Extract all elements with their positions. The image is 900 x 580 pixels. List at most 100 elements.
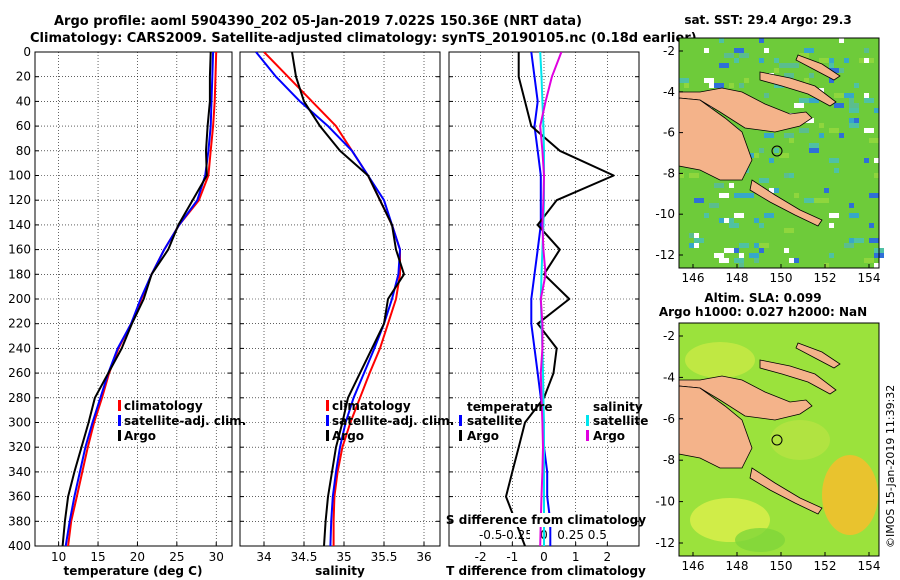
sst-pixel bbox=[829, 213, 839, 218]
sst-pixel bbox=[829, 58, 834, 63]
title-line-1: Argo profile: aoml 5904390_202 05-Jan-20… bbox=[54, 14, 582, 29]
sst-pixel bbox=[754, 218, 759, 223]
sst-landmass-islands bbox=[749, 179, 823, 227]
map-x-tick-label: 150 bbox=[770, 271, 793, 285]
sla-map-frame bbox=[678, 322, 880, 557]
sst-pixel bbox=[759, 38, 764, 43]
x-tick-label: 36 bbox=[416, 550, 431, 564]
legend-swatch-sal-argo bbox=[586, 430, 589, 441]
legend-label-temp-argo: Argo bbox=[467, 429, 499, 443]
sla-landmass-png-main bbox=[678, 385, 753, 469]
sst-pixel bbox=[829, 78, 834, 83]
sst-pixel bbox=[859, 58, 864, 63]
series-line-salinity-argo bbox=[539, 52, 563, 546]
legend-swatch-satellite-adj bbox=[118, 415, 121, 426]
temperature-tick-labels: 10 15 20 25 30 bbox=[51, 550, 224, 564]
sst-pixel bbox=[799, 98, 809, 103]
map-y-tick-label: -12 bbox=[655, 536, 675, 550]
sst-pixel bbox=[694, 198, 704, 203]
depth-tick-labels: 0 20 40 60 80 100 120 140 160 180 200 220 240 260 280 3… bbox=[8, 45, 31, 553]
sla-map-title-2: Argo h1000: 0.027 h2000: NaN bbox=[659, 305, 867, 319]
sst-pixel bbox=[864, 98, 874, 103]
sst-map-frame bbox=[678, 37, 880, 269]
map-y-tick-label: -10 bbox=[655, 495, 675, 509]
sst-pixel bbox=[814, 198, 819, 203]
sst-pixel bbox=[739, 53, 749, 58]
sst-pixel bbox=[784, 133, 794, 138]
legend-label-sal-argo: Argo bbox=[593, 429, 625, 443]
x-tick-label: 0 bbox=[540, 550, 548, 564]
sst-pixel bbox=[734, 258, 744, 263]
sst-landmass-new-ireland bbox=[795, 54, 841, 81]
sst-pixel bbox=[779, 63, 789, 68]
salinity-axis-label: salinity bbox=[315, 564, 365, 578]
map-y-tick-label: -6 bbox=[663, 126, 675, 140]
x-tick-label: -1 bbox=[506, 550, 518, 564]
sst-pixel bbox=[789, 258, 794, 263]
sst-pixel bbox=[869, 238, 879, 243]
sst-pixel bbox=[759, 58, 764, 63]
depth-tick-label: 380 bbox=[8, 514, 31, 528]
depth-tick-label: 100 bbox=[8, 169, 31, 183]
sst-pixel bbox=[739, 263, 744, 268]
legend-swatch-sal-satellite bbox=[586, 415, 589, 426]
x-tick-label: 34.5 bbox=[291, 550, 318, 564]
title-line-2: Climatology: CARS2009. Satellite-adjuste… bbox=[30, 31, 697, 46]
depth-tick-label: 220 bbox=[8, 317, 31, 331]
sst-pixel bbox=[774, 68, 779, 73]
sst-pixel bbox=[844, 243, 854, 248]
sst-pixel bbox=[849, 213, 859, 218]
depth-tick-label: 340 bbox=[8, 465, 31, 479]
sst-pixel bbox=[774, 148, 779, 153]
sst-pixel bbox=[764, 93, 769, 98]
sst-pixel bbox=[859, 238, 864, 243]
sst-pixel bbox=[714, 253, 724, 258]
depth-tick-label: 0 bbox=[23, 45, 31, 59]
sst-pixel bbox=[744, 78, 749, 83]
sst-map-ticks: 146 148 150 152 154 -2 -4 -6 -8 -10 -12 bbox=[655, 44, 880, 285]
sst-pixel bbox=[694, 233, 699, 238]
depth-tick-label: 60 bbox=[16, 119, 31, 133]
depth-tick-label: 240 bbox=[8, 341, 31, 355]
sla-blob bbox=[685, 342, 755, 378]
sst-pixel bbox=[849, 203, 854, 208]
s-diff-tick-label: -0.25 bbox=[502, 528, 533, 542]
map-y-tick-label: -2 bbox=[663, 329, 675, 343]
x-tick-label: 35 bbox=[336, 550, 351, 564]
sst-pixel bbox=[734, 213, 744, 218]
sst-pixel bbox=[864, 258, 874, 263]
sst-pixel bbox=[729, 218, 734, 223]
sst-pixel bbox=[794, 193, 799, 198]
sst-pixel bbox=[749, 253, 759, 258]
legend-label-sal-satellite: satellite bbox=[593, 414, 648, 428]
sst-pixel bbox=[704, 78, 714, 83]
sst-pixel bbox=[784, 248, 789, 253]
sst-pixel bbox=[764, 133, 774, 138]
map-y-tick-label: -8 bbox=[663, 453, 675, 467]
sst-pixel bbox=[834, 93, 844, 98]
depth-tick-label: 360 bbox=[8, 490, 31, 504]
sst-pixel bbox=[829, 253, 834, 258]
sst-pixel bbox=[759, 248, 764, 253]
sst-pixel bbox=[764, 213, 774, 218]
sla-blob-low bbox=[735, 528, 785, 552]
map-y-tick-label: -10 bbox=[655, 207, 675, 221]
sst-pixel bbox=[804, 198, 814, 203]
depth-tick-label: 180 bbox=[8, 267, 31, 281]
depth-tick-label: 300 bbox=[8, 416, 31, 430]
sst-pixel bbox=[854, 238, 859, 243]
sst-pixel bbox=[829, 63, 834, 68]
sst-pixel bbox=[759, 243, 769, 248]
legend-label-temp-satellite: satellite bbox=[467, 414, 522, 428]
sst-pixel bbox=[704, 213, 709, 218]
series-line-satellite-adj-clim- bbox=[64, 52, 215, 546]
sst-pixel bbox=[729, 183, 734, 188]
sst-pixel bbox=[849, 123, 859, 128]
tick-label-bg bbox=[556, 528, 585, 541]
depth-tick-label: 80 bbox=[16, 144, 31, 158]
sst-pixel bbox=[809, 98, 819, 103]
sst-pixel bbox=[779, 153, 789, 158]
sla-map-ticks: 146 148 150 152 154 -2 -4 -6 -8 -10 -12 bbox=[655, 329, 880, 573]
salinity-series bbox=[255, 52, 405, 546]
